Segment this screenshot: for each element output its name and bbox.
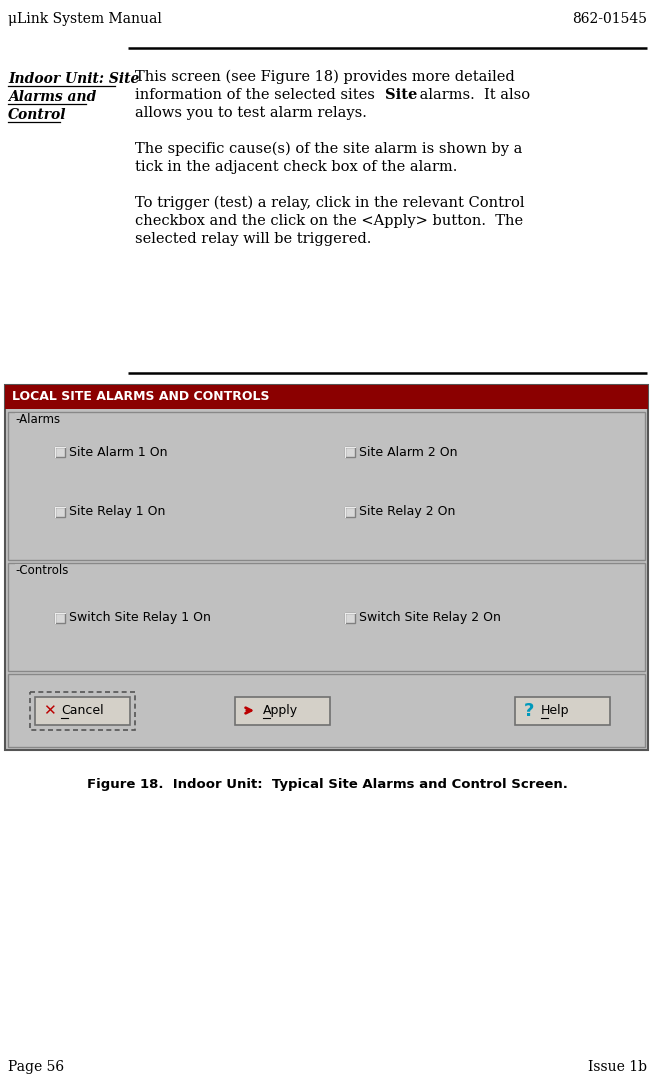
Text: information of the selected sites: information of the selected sites [135,88,379,102]
Text: Page 56: Page 56 [8,1060,64,1074]
Text: Indoor Unit: Site: Indoor Unit: Site [8,72,140,86]
Text: LOCAL SITE ALARMS AND CONTROLS: LOCAL SITE ALARMS AND CONTROLS [12,391,269,404]
Text: Switch Site Relay 1 On: Switch Site Relay 1 On [69,611,211,624]
Text: Control: Control [8,108,67,122]
Bar [30,692,135,730]
Text: tick in the adjacent check box of the alarm.: tick in the adjacent check box of the al… [135,160,457,174]
Bar [515,696,610,724]
Bar [35,696,130,724]
Text: Alarms and: Alarms and [8,90,96,104]
Bar [5,386,648,409]
Text: Help: Help [541,704,569,717]
Bar [55,507,65,517]
Bar [8,412,645,560]
Text: Cancel: Cancel [61,704,103,717]
Bar [345,507,355,517]
Text: To trigger (test) a relay, click in the relevant Control: To trigger (test) a relay, click in the … [135,195,525,211]
Text: Apply: Apply [263,704,298,717]
Text: -Controls: -Controls [15,564,68,577]
Text: alarms.  It also: alarms. It also [415,88,530,102]
Text: Site Alarm 2 On: Site Alarm 2 On [359,445,457,458]
Text: Figure 18.  Indoor Unit:  Typical Site Alarms and Control Screen.: Figure 18. Indoor Unit: Typical Site Ala… [87,778,568,791]
Text: Site: Site [385,88,417,102]
Bar [235,696,330,724]
Text: ✕: ✕ [43,703,56,718]
Bar [8,563,645,671]
Text: checkbox and the click on the <Apply> button.  The: checkbox and the click on the <Apply> bu… [135,214,523,228]
Text: The specific cause(s) of the site alarm is shown by a: The specific cause(s) of the site alarm … [135,142,523,156]
Bar [8,674,645,747]
Text: μLink System Manual: μLink System Manual [8,12,162,26]
Text: Site Relay 1 On: Site Relay 1 On [69,505,165,518]
Text: allows you to test alarm relays.: allows you to test alarm relays. [135,106,367,119]
Text: -Alarms: -Alarms [15,413,60,426]
Bar [55,447,65,457]
Text: Site Relay 2 On: Site Relay 2 On [359,505,455,518]
Bar [345,613,355,623]
Text: ?: ? [524,702,534,720]
Text: selected relay will be triggered.: selected relay will be triggered. [135,232,371,247]
Text: Switch Site Relay 2 On: Switch Site Relay 2 On [359,611,501,624]
Bar [345,447,355,457]
Text: Site Alarm 1 On: Site Alarm 1 On [69,445,168,458]
Bar [55,613,65,623]
Text: 862-01545: 862-01545 [572,12,647,26]
Bar [5,386,648,750]
Text: This screen (see Figure 18) provides more detailed: This screen (see Figure 18) provides mor… [135,70,515,85]
Text: Issue 1b: Issue 1b [588,1060,647,1074]
